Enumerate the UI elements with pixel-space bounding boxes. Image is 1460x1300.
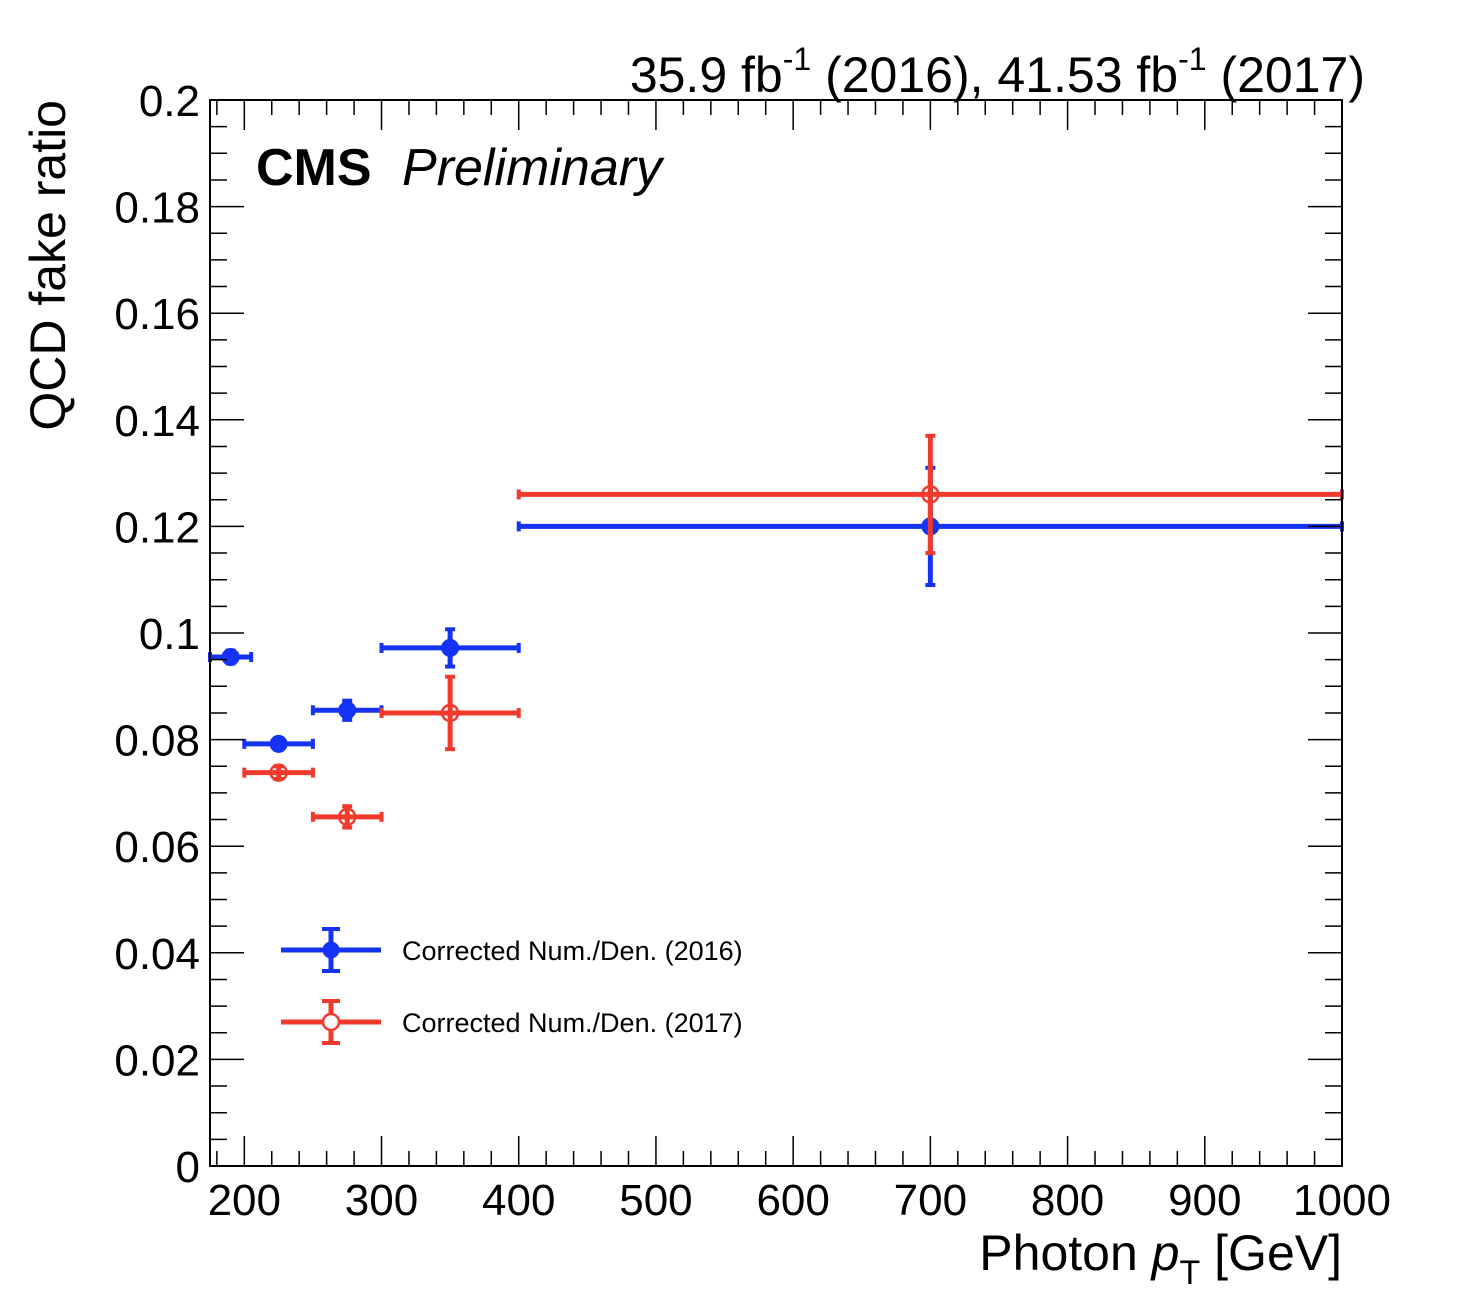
lumi-2017-year: (2017) [1207,47,1365,103]
preliminary-label: Preliminary [402,139,665,197]
y-tick-label: 0.16 [114,290,200,339]
lumi-2017-value: 41.53 fb [997,47,1178,103]
y-tick-label: 0 [176,1143,200,1192]
x-tick-label: 900 [1168,1176,1241,1225]
x-tick-label: 700 [894,1176,967,1225]
y-tick-label: 0.18 [114,184,200,233]
data-point [338,701,357,720]
lumi-2016-exponent: -1 [783,41,811,77]
data-point [921,485,940,504]
lumi-2017-exponent: -1 [1178,41,1206,77]
data-point [337,807,357,827]
y-tick-label: 0.14 [114,397,200,446]
y-axis-title: QCD fake ratio [20,100,76,431]
legend: Corrected Num./Den. (2016) Corrected Num.… [281,927,743,1045]
y-tick-label: 0.04 [114,930,200,979]
x-tick-label: 600 [756,1176,829,1225]
x-axis-title-main: Photon [979,1225,1151,1281]
x-axis-title-unit: [GeV] [1200,1225,1342,1281]
y-tick-label: 0.1 [139,610,200,659]
y-tick-label: 0.12 [114,503,200,552]
y-tick-label: 0.06 [114,823,200,872]
x-axis-title: Photon pT [GeV] [979,1225,1342,1292]
x-tick-label: 300 [345,1176,418,1225]
x-tick-label: 800 [1031,1176,1104,1225]
cms-label: CMS [256,139,372,197]
data-point [221,647,240,666]
lumi-2016-value: 35.9 fb [630,47,783,103]
y-tick-label: 0.08 [114,717,200,766]
data-point [441,638,460,657]
legend-entry-1: Corrected Num./Den. (2017) [281,999,743,1045]
x-tick-label: 400 [482,1176,555,1225]
data-point [269,763,288,782]
lumi-2016-year: (2016), [811,47,997,103]
data-point [269,734,288,753]
y-tick-label: 0.2 [139,77,200,126]
tick-label-layer: 200 300 400 500 600 700 800 900 1000 0 0.02 0.04 0.0… [114,77,1391,1225]
text-layer: 35.9 fb-1 (2016), 41.53 fb-1 (2017) CMS … [20,41,1365,1292]
plot-frame-layer [209,99,1343,1167]
data-point [440,703,460,723]
plot-frame [209,99,1343,1167]
x-tick-label: 500 [619,1176,692,1225]
x-axis-title-variable: p [1150,1225,1180,1281]
legend-marker [322,941,340,959]
legend-marker [321,1012,341,1032]
legend-label: Corrected Num./Den. (2017) [402,1008,743,1038]
lumi-label: 35.9 fb-1 (2016), 41.53 fb-1 (2017) [630,41,1365,103]
legend-entry-0: Corrected Num./Den. (2016) [281,927,743,973]
series-1 [242,433,1344,830]
x-axis-title-subscript: T [1179,1254,1200,1292]
x-tick-label: 200 [208,1176,281,1225]
y-tick-label: 0.02 [114,1036,200,1085]
legend-label: Corrected Num./Den. (2016) [402,936,743,966]
x-tick-label: 1000 [1293,1176,1391,1225]
data-layer [208,433,1344,830]
